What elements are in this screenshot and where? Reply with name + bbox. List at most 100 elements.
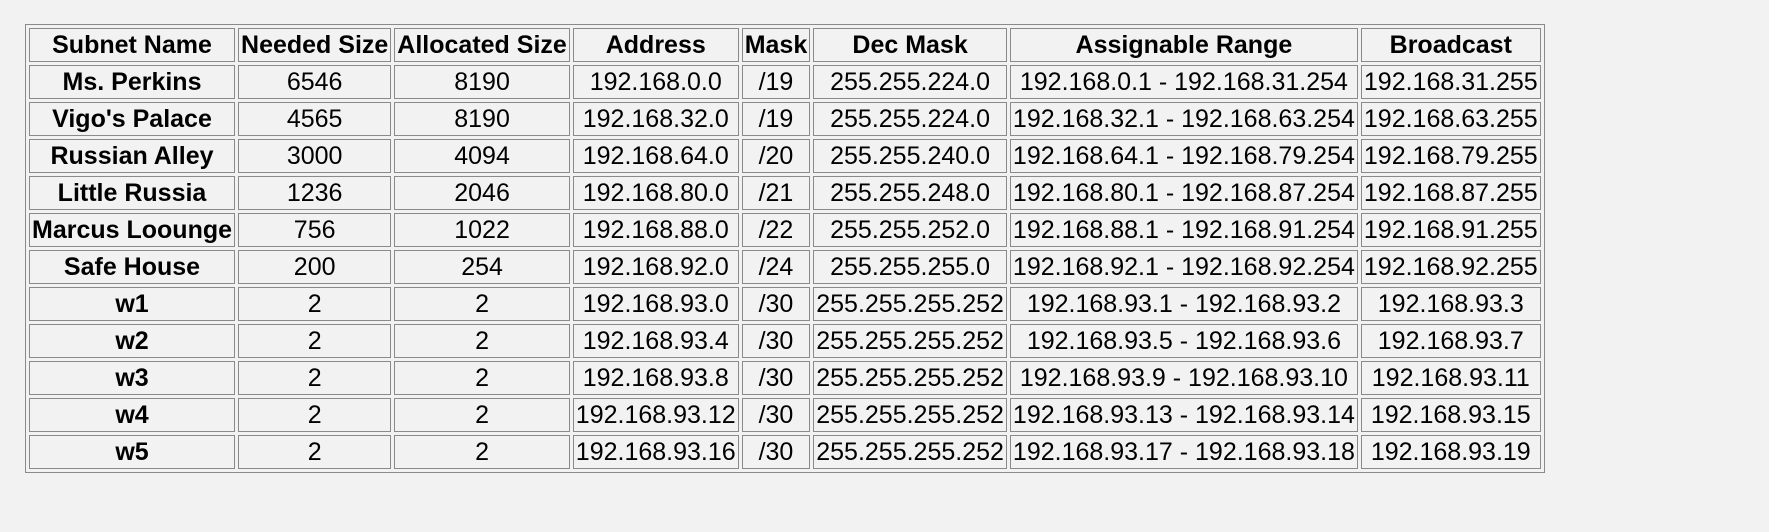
header-allocated-size: Allocated Size (394, 28, 570, 62)
needed-size-cell: 2 (238, 324, 392, 358)
allocated-size-cell: 2 (394, 435, 570, 469)
subnet-name-cell: w4 (29, 398, 236, 432)
needed-size-cell: 6546 (238, 65, 392, 99)
header-needed-size: Needed Size (238, 28, 392, 62)
subnet-name-cell: Safe House (29, 250, 236, 284)
dec-mask-cell: 255.255.255.252 (813, 287, 1007, 321)
dec-mask-cell: 255.255.224.0 (813, 102, 1007, 136)
allocated-size-cell: 1022 (394, 213, 570, 247)
broadcast-cell: 192.168.92.255 (1360, 250, 1541, 284)
mask-cell: /21 (741, 176, 811, 210)
allocated-size-cell: 2 (394, 324, 570, 358)
dec-mask-cell: 255.255.255.0 (813, 250, 1007, 284)
allocated-size-cell: 2 (394, 287, 570, 321)
subnet-table: Subnet Name Needed Size Allocated Size A… (25, 24, 1545, 473)
header-subnet-name: Subnet Name (29, 28, 236, 62)
table-row: w4 2 2 192.168.93.12/30 255.255.255.252 192.1… (29, 398, 1541, 432)
subnet-name-cell: Little Russia (29, 176, 236, 210)
mask-cell: /19 (741, 102, 811, 136)
mask-cell: /30 (741, 361, 811, 395)
table-row: Safe House 200 254 192.168.92.0/24 255.255.2… (29, 250, 1541, 284)
dec-mask-cell: 255.255.255.252 (813, 361, 1007, 395)
needed-size-cell: 756 (238, 213, 392, 247)
address-cell: 192.168.93.12 (572, 398, 739, 432)
broadcast-cell: 192.168.93.19 (1360, 435, 1541, 469)
mask-cell: /30 (741, 324, 811, 358)
table-row: Little Russia 1236 2046 192.168.80.0/21 255.… (29, 176, 1541, 210)
broadcast-cell: 192.168.93.15 (1360, 398, 1541, 432)
address-cell: 192.168.93.4 (572, 324, 739, 358)
subnet-table-container: Subnet Name Needed Size Allocated Size A… (25, 24, 1545, 473)
allocated-size-cell: 4094 (394, 139, 570, 173)
header-dec-mask: Dec Mask (813, 28, 1007, 62)
broadcast-cell: 192.168.79.255 (1360, 139, 1541, 173)
assignable-range-cell: 192.168.32.1 - 192.168.63.254 (1009, 102, 1358, 136)
subnet-name-cell: w3 (29, 361, 236, 395)
table-row: w1 2 2 192.168.93.0/30 255.255.255.252 192.16… (29, 287, 1541, 321)
needed-size-cell: 2 (238, 398, 392, 432)
assignable-range-cell: 192.168.93.5 - 192.168.93.6 (1009, 324, 1358, 358)
assignable-range-cell: 192.168.93.1 - 192.168.93.2 (1009, 287, 1358, 321)
address-cell: 192.168.92.0 (572, 250, 739, 284)
address-cell: 192.168.93.16 (572, 435, 739, 469)
address-cell: 192.168.93.8 (572, 361, 739, 395)
table-row: Vigo's Palace 4565 8190 192.168.32.0/19 255.… (29, 102, 1541, 136)
broadcast-cell: 192.168.93.3 (1360, 287, 1541, 321)
subnet-name-cell: Russian Alley (29, 139, 236, 173)
assignable-range-cell: 192.168.80.1 - 192.168.87.254 (1009, 176, 1358, 210)
table-row: w5 2 2 192.168.93.16/30 255.255.255.252 192.1… (29, 435, 1541, 469)
subnet-name-cell: w1 (29, 287, 236, 321)
mask-cell: /30 (741, 398, 811, 432)
table-row: Ms. Perkins 6546 8190 192.168.0.0/19 255.255… (29, 65, 1541, 99)
broadcast-cell: 192.168.63.255 (1360, 102, 1541, 136)
dec-mask-cell: 255.255.240.0 (813, 139, 1007, 173)
mask-cell: /19 (741, 65, 811, 99)
assignable-range-cell: 192.168.0.1 - 192.168.31.254 (1009, 65, 1358, 99)
table-row: Russian Alley 3000 4094 192.168.64.0/20 255.… (29, 139, 1541, 173)
needed-size-cell: 2 (238, 435, 392, 469)
table-body: Ms. Perkins 6546 8190 192.168.0.0/19 255.255… (29, 65, 1541, 469)
address-cell: 192.168.32.0 (572, 102, 739, 136)
header-row: Subnet Name Needed Size Allocated Size A… (29, 28, 1541, 62)
dec-mask-cell: 255.255.255.252 (813, 324, 1007, 358)
assignable-range-cell: 192.168.93.9 - 192.168.93.10 (1009, 361, 1358, 395)
broadcast-cell: 192.168.31.255 (1360, 65, 1541, 99)
address-cell: 192.168.64.0 (572, 139, 739, 173)
needed-size-cell: 2 (238, 287, 392, 321)
address-cell: 192.168.93.0 (572, 287, 739, 321)
needed-size-cell: 1236 (238, 176, 392, 210)
assignable-range-cell: 192.168.64.1 - 192.168.79.254 (1009, 139, 1358, 173)
allocated-size-cell: 2 (394, 398, 570, 432)
table-row: Marcus Loounge 756 1022 192.168.88.0/22 255.… (29, 213, 1541, 247)
needed-size-cell: 4565 (238, 102, 392, 136)
address-cell: 192.168.88.0 (572, 213, 739, 247)
allocated-size-cell: 8190 (394, 65, 570, 99)
table-row: w3 2 2 192.168.93.8/30 255.255.255.252 192.16… (29, 361, 1541, 395)
address-cell: 192.168.0.0 (572, 65, 739, 99)
header-broadcast: Broadcast (1360, 28, 1541, 62)
subnet-name-cell: Marcus Loounge (29, 213, 236, 247)
allocated-size-cell: 2 (394, 361, 570, 395)
allocated-size-cell: 8190 (394, 102, 570, 136)
dec-mask-cell: 255.255.255.252 (813, 398, 1007, 432)
broadcast-cell: 192.168.93.11 (1360, 361, 1541, 395)
subnet-name-cell: Ms. Perkins (29, 65, 236, 99)
dec-mask-cell: 255.255.248.0 (813, 176, 1007, 210)
assignable-range-cell: 192.168.93.17 - 192.168.93.18 (1009, 435, 1358, 469)
assignable-range-cell: 192.168.93.13 - 192.168.93.14 (1009, 398, 1358, 432)
mask-cell: /30 (741, 435, 811, 469)
needed-size-cell: 200 (238, 250, 392, 284)
mask-cell: /22 (741, 213, 811, 247)
broadcast-cell: 192.168.91.255 (1360, 213, 1541, 247)
mask-cell: /24 (741, 250, 811, 284)
subnet-name-cell: w5 (29, 435, 236, 469)
header-assignable-range: Assignable Range (1009, 28, 1358, 62)
subnet-name-cell: Vigo's Palace (29, 102, 236, 136)
address-cell: 192.168.80.0 (572, 176, 739, 210)
header-mask: Mask (741, 28, 811, 62)
table-row: w2 2 2 192.168.93.4/30 255.255.255.252 192.16… (29, 324, 1541, 358)
dec-mask-cell: 255.255.224.0 (813, 65, 1007, 99)
allocated-size-cell: 2046 (394, 176, 570, 210)
dec-mask-cell: 255.255.252.0 (813, 213, 1007, 247)
broadcast-cell: 192.168.93.7 (1360, 324, 1541, 358)
